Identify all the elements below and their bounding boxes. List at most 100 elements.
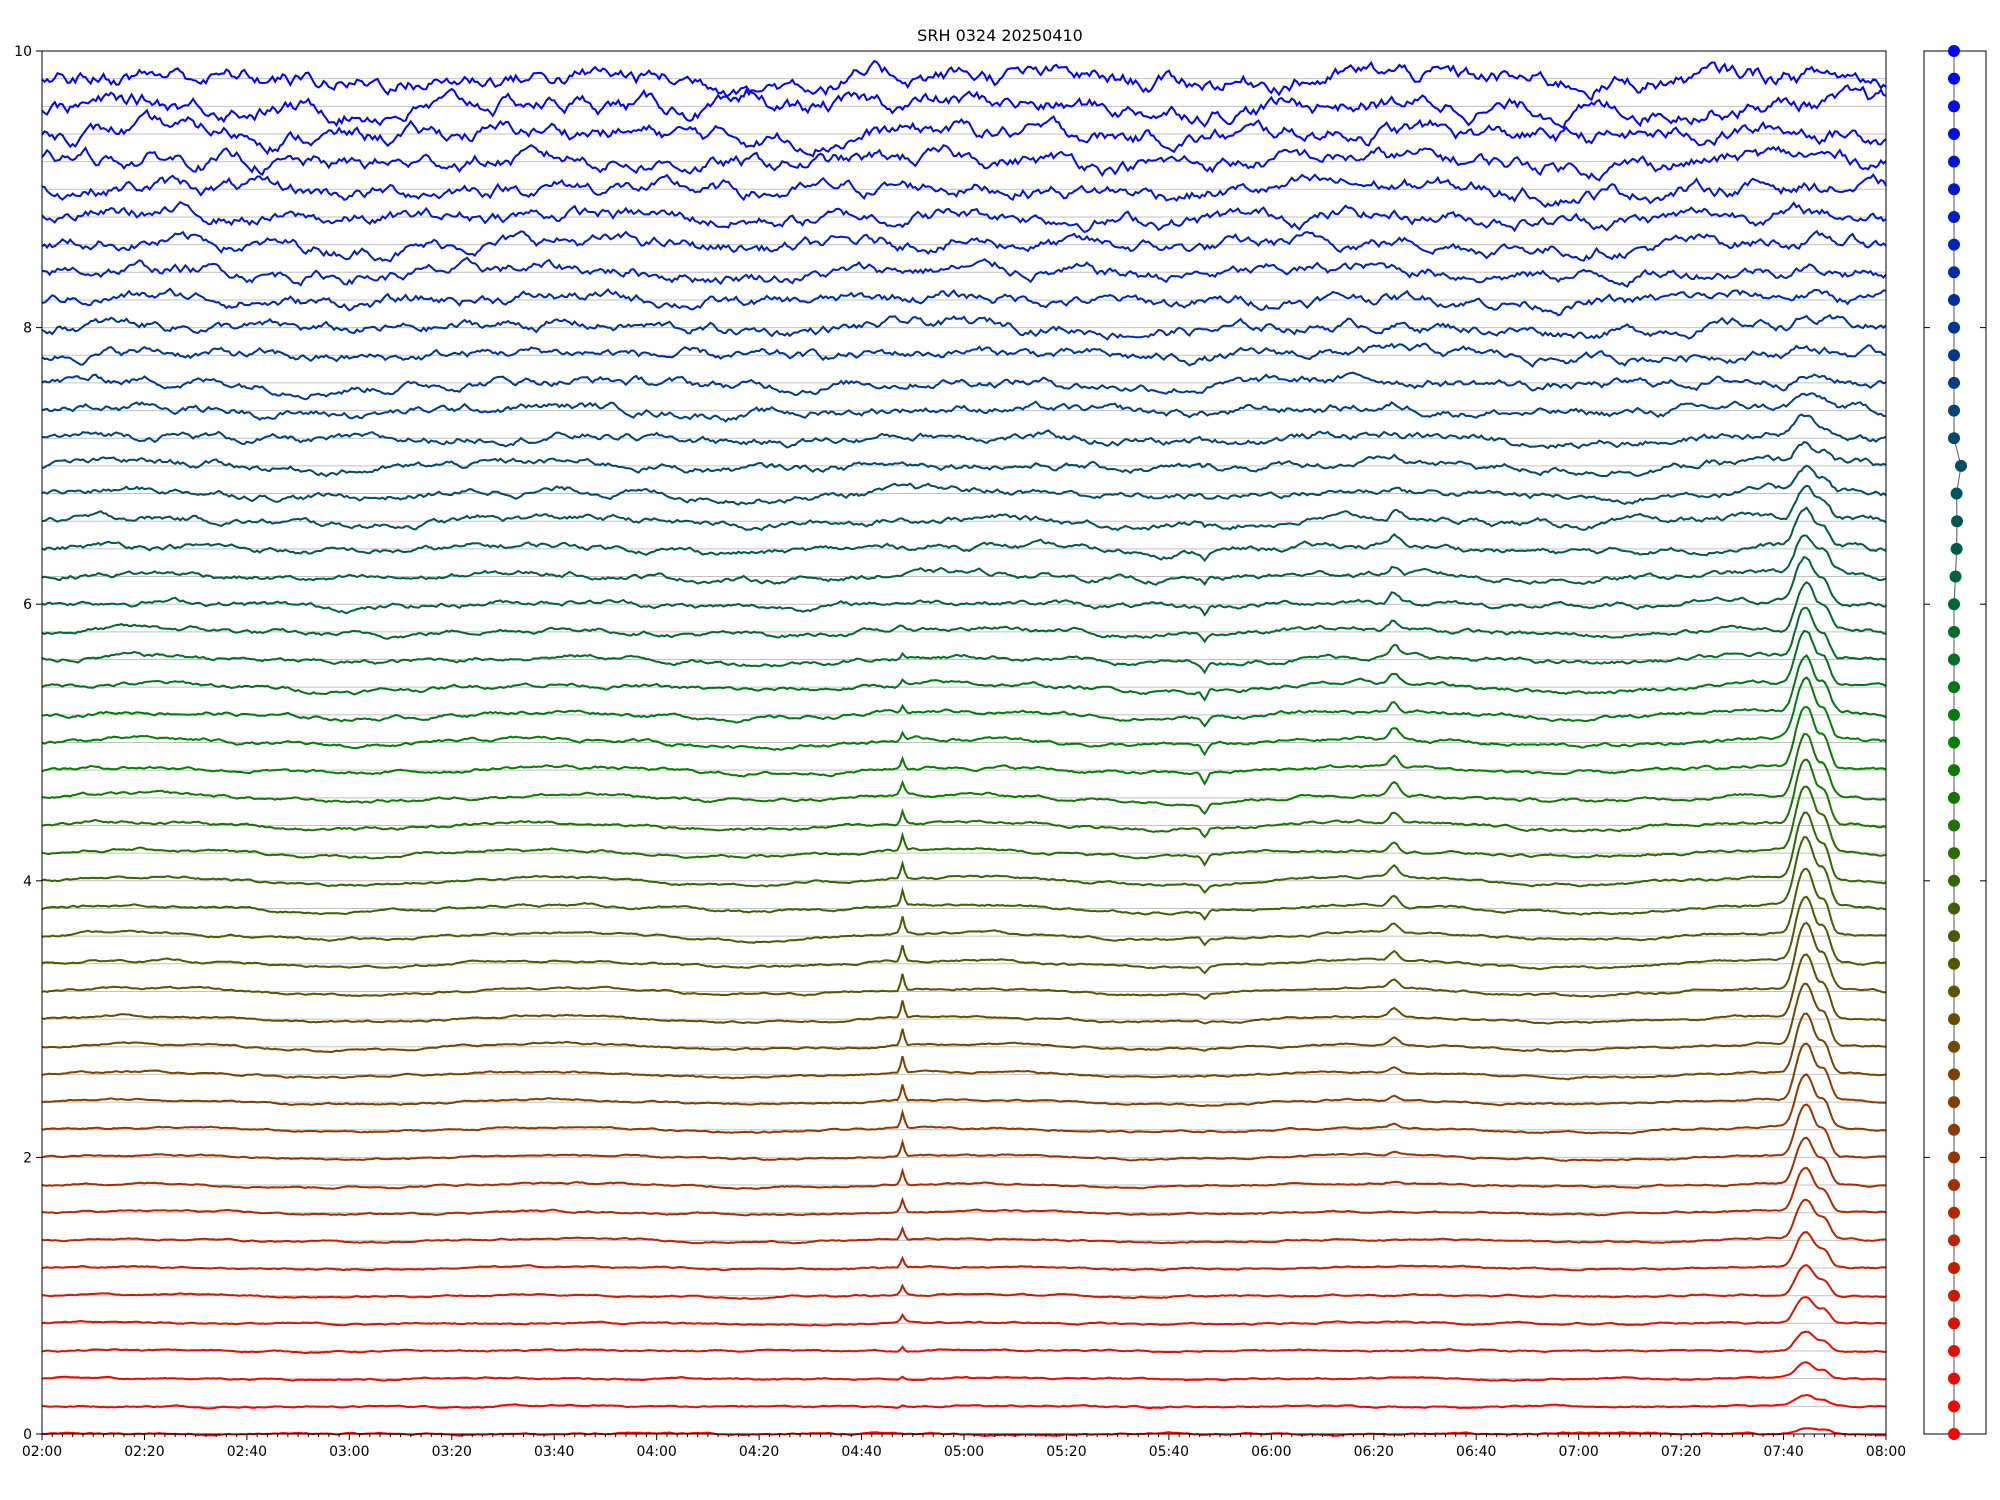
trace-line [41,982,1887,1054]
trace-line [41,173,1887,209]
y-tick-label: 0 [23,1427,32,1443]
side-point [1948,874,1960,887]
y-tick-label: 8 [23,321,32,337]
side-point [1948,1400,1960,1413]
trace-line [41,1264,1887,1300]
x-tick-label: 07:40 [1763,1444,1803,1460]
side-point [1948,930,1960,943]
y-tick-label: 6 [23,597,32,613]
side-point [1948,155,1960,168]
x-tick-label: 02:20 [124,1444,164,1460]
side-point [1948,985,1960,998]
side-point [1948,1123,1960,1136]
trace-line [41,1166,1887,1217]
trace-line [41,555,1887,617]
trace-line [41,506,1887,563]
x-tick-label: 04:00 [636,1444,676,1460]
x-tick-label: 07:20 [1661,1444,1701,1460]
side-point [1948,708,1960,721]
side-point [1948,847,1960,860]
side-point [1948,1234,1960,1247]
x-tick-label: 02:40 [227,1444,267,1460]
y-tick-label: 10 [14,44,32,60]
side-point [1949,570,1962,583]
side-point [1950,542,1963,555]
side-point [1948,404,1960,417]
y-axis: 0 2 4 6 8 10 [14,44,42,1443]
side-point [1948,681,1960,694]
side-point [1948,127,1960,140]
x-tick-label: 06:40 [1456,1444,1496,1460]
side-point [1948,1428,1960,1440]
trace-line [41,464,1887,506]
side-point [1948,1206,1960,1219]
chart-title: SRH 0324 20250410 [917,26,1083,45]
trace-line [41,229,1887,263]
side-point [1948,100,1960,113]
side-point [1948,432,1960,445]
side-point [1948,1068,1960,1081]
x-tick-label: 04:20 [739,1444,779,1460]
trace-line [41,84,1887,130]
side-panel-points [1948,45,1967,1440]
side-point [1948,1179,1960,1192]
trace-line [41,108,1887,158]
trace-line [41,1136,1887,1190]
trace-line [41,534,1887,587]
trace-line [41,1198,1886,1245]
x-tick-label: 08:00 [1866,1444,1906,1460]
side-point [1948,1317,1960,1330]
trace-line [41,758,1887,839]
x-tick-label: 07:00 [1558,1444,1598,1460]
trace-line [41,1231,1887,1272]
trace-line [41,953,1887,1025]
side-point [1948,791,1960,804]
side-point [1948,957,1960,970]
trace-line [41,705,1887,786]
trace-line [41,1103,1887,1163]
x-tick-label: 03:20 [432,1444,472,1460]
side-point [1948,1289,1960,1302]
trace-line [41,1330,1886,1355]
trace-line [41,59,1887,104]
side-point [1950,487,1963,500]
trace-line [41,581,1887,644]
side-point [1948,625,1960,638]
x-tick-label: 03:00 [329,1444,369,1460]
side-point [1948,902,1960,915]
side-point [1955,459,1967,472]
trace-line [41,811,1887,895]
y-tick-label: 4 [23,874,32,890]
side-point [1948,1096,1960,1109]
x-tick-label: 05:00 [944,1444,984,1460]
side-point [1948,349,1960,362]
trace-line [41,732,1887,816]
trace-line [41,606,1887,675]
x-tick-label: 06:00 [1251,1444,1291,1460]
side-point [1948,238,1960,251]
trace-line [41,256,1887,288]
trace-line [41,921,1887,1000]
side-point [1948,598,1960,611]
trace-line [41,1012,1887,1081]
side-point [1948,183,1960,196]
trace-line [41,654,1887,728]
trace-line [41,287,1887,317]
side-point [1948,1151,1960,1164]
side-point [1948,293,1960,306]
side-point [1948,45,1960,57]
trace-line [41,676,1887,757]
trace-line [41,895,1887,975]
main-plot-area: 02:00 02:20 02:40 03:00 03:20 03:40 04:00 04:20… [14,44,1906,1460]
x-tick-label: 03:40 [534,1444,574,1460]
x-tick-label: 05:20 [1046,1444,1086,1460]
side-point [1948,736,1960,749]
side-panel [1923,45,1987,1440]
x-tick-label: 06:20 [1354,1444,1394,1460]
side-point [1948,1040,1960,1053]
trace-line [41,392,1887,423]
trace-line [41,785,1887,867]
side-point [1948,764,1960,777]
